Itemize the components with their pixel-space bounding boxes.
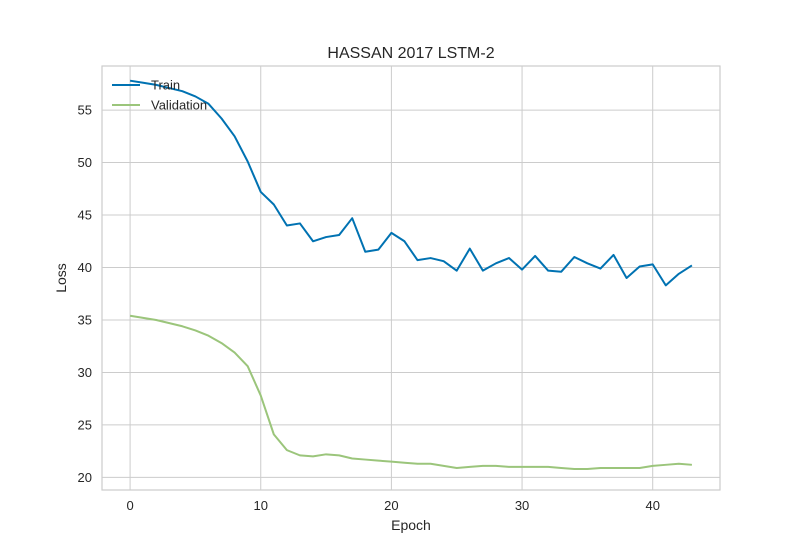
x-tick-label: 30 [515, 498, 529, 513]
x-tick-label: 0 [126, 498, 133, 513]
validation-legend-label: Validation [151, 98, 207, 113]
x-tick-label: 20 [384, 498, 398, 513]
series-layer [129, 79, 693, 471]
train-series-line [129, 79, 693, 287]
y-tick-label: 35 [78, 312, 92, 327]
y-tick-label: 50 [78, 155, 92, 170]
chart-title: HASSAN 2017 LSTM-2 [327, 45, 494, 62]
y-tick-label: 45 [78, 208, 92, 223]
validation-series-line [129, 314, 692, 471]
y-tick-label: 25 [78, 417, 92, 432]
tick-labels: 0 10 20 30 40 20 25 30 35 40 45 50 55 [78, 103, 660, 513]
grid [102, 66, 720, 490]
plot-area [102, 66, 720, 490]
y-tick-label: 30 [78, 365, 92, 380]
x-axis-label: Epoch [391, 517, 431, 533]
y-tick-label: 55 [78, 103, 92, 118]
y-tick-label: 40 [78, 260, 92, 275]
x-tick-label: 10 [254, 498, 268, 513]
y-axis-label: Loss [53, 263, 69, 293]
legend: Train Validation [112, 78, 207, 113]
train-legend-label: Train [151, 78, 180, 93]
y-tick-label: 20 [78, 470, 92, 485]
x-tick-label: 40 [645, 498, 659, 513]
plot-frame [101, 65, 721, 491]
